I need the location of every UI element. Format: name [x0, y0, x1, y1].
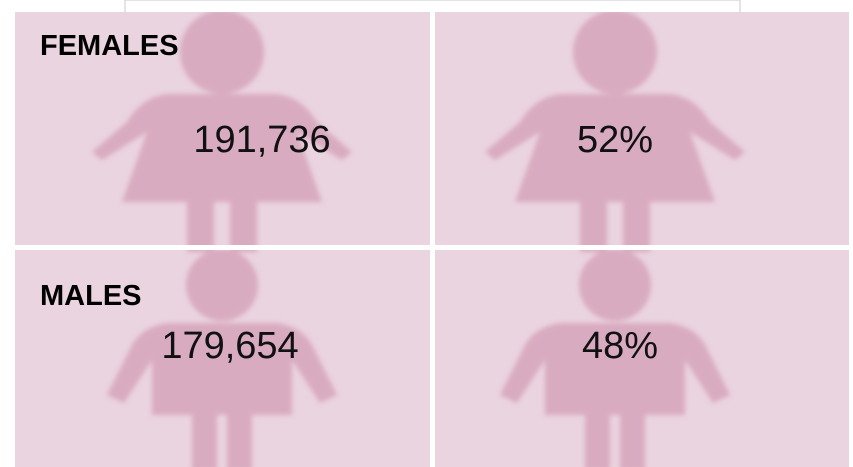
- count: 191,736: [193, 119, 330, 161]
- row-label: MALES: [40, 280, 142, 312]
- count: 179,654: [161, 325, 298, 367]
- percent: 52%: [577, 119, 653, 161]
- percent: 48%: [582, 325, 658, 367]
- top-strip: [124, 0, 741, 14]
- divider: [15, 245, 849, 250]
- row-label: FEMALES: [40, 30, 179, 62]
- grid: [15, 12, 849, 467]
- divider: [430, 12, 435, 467]
